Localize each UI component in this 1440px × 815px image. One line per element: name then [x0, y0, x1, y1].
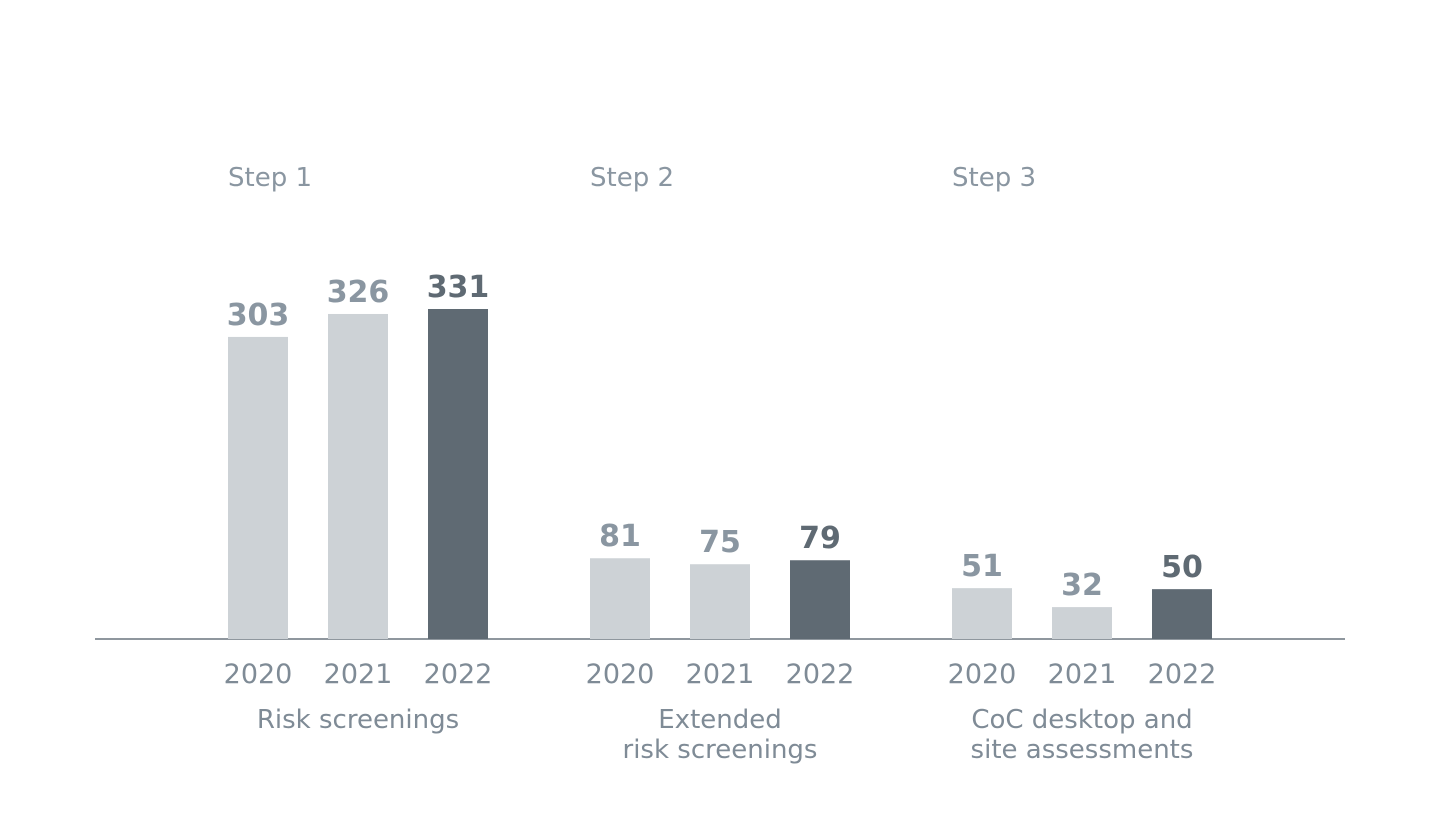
value-label-step2-2021: 75	[699, 525, 741, 560]
year-tick-step2-2020: 2020	[586, 659, 655, 690]
bar-step3-2020	[952, 588, 1012, 639]
value-label-step3-2022: 50	[1161, 550, 1203, 585]
year-tick-step1-2021: 2021	[324, 659, 393, 690]
value-label-step1-2021: 326	[327, 275, 390, 310]
bar-step2-2021	[690, 564, 750, 639]
bar-step3-2021	[1052, 607, 1112, 639]
value-label-step1-2022: 331	[427, 270, 490, 305]
value-label-step2-2020: 81	[599, 519, 641, 554]
year-tick-step3-2020: 2020	[948, 659, 1017, 690]
category-label-step3-line1: CoC desktop and	[971, 705, 1192, 735]
category-label-step2-line2: risk screenings	[623, 735, 818, 765]
bar-step2-2022	[790, 560, 850, 639]
year-tick-step2-2022: 2022	[786, 659, 855, 690]
year-tick-step3-2022: 2022	[1148, 659, 1217, 690]
value-label-step3-2020: 51	[961, 549, 1003, 584]
step-1-label: Step 1	[228, 163, 312, 193]
year-tick-step1-2020: 2020	[224, 659, 293, 690]
category-label-step3-line2: site assessments	[971, 735, 1194, 765]
step-2-label: Step 2	[590, 163, 674, 193]
value-label-step1-2020: 303	[227, 298, 290, 333]
category-label-step1-line1: Risk screenings	[257, 705, 459, 735]
year-tick-step1-2022: 2022	[424, 659, 493, 690]
value-label-step3-2021: 32	[1061, 568, 1103, 603]
value-label-step2-2022: 79	[799, 521, 841, 556]
category-label-step2-line1: Extended	[658, 705, 782, 735]
bar-step1-2021	[328, 313, 388, 639]
year-tick-step3-2021: 2021	[1048, 659, 1117, 690]
year-tick-step2-2021: 2021	[686, 659, 755, 690]
bar-step3-2022	[1152, 589, 1212, 639]
bar-step1-2022	[428, 309, 488, 639]
step-3-label: Step 3	[952, 163, 1036, 193]
bar-step1-2020	[228, 336, 288, 639]
bar-step2-2020	[590, 558, 650, 639]
